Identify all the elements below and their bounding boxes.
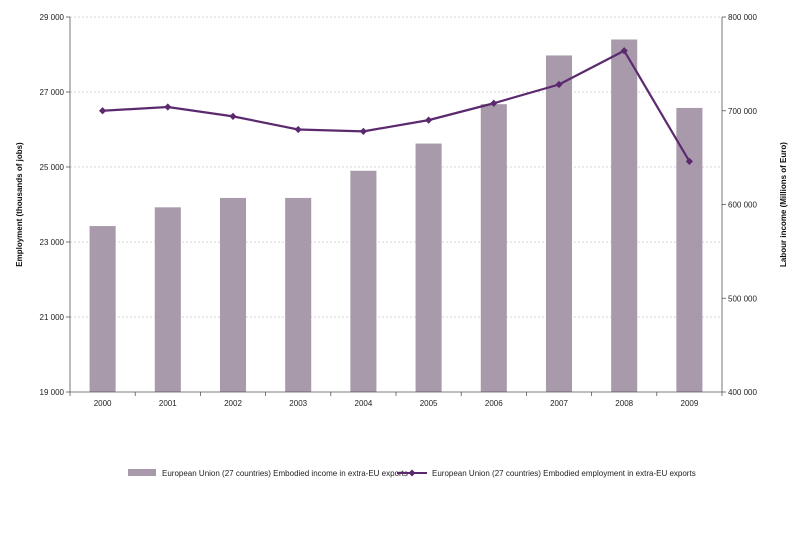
- bar-income-2008: [611, 39, 638, 392]
- legend-swatch-income: [128, 469, 156, 476]
- x-tick-label: 2002: [224, 399, 242, 408]
- x-tick-label: 2009: [681, 399, 699, 408]
- point-employment-2009: [685, 157, 693, 165]
- point-employment-2004: [359, 127, 367, 135]
- bar-layer: [89, 39, 703, 392]
- bar-income-2009: [676, 107, 703, 392]
- y-right-axis-title: Labour income (Millions of Euro): [779, 142, 788, 267]
- point-employment-2000: [99, 107, 107, 115]
- bar-income-2006: [480, 104, 507, 392]
- point-employment-2005: [425, 116, 433, 124]
- bar-income-2007: [545, 55, 573, 392]
- legend-marker-employment: [408, 469, 416, 477]
- bar-income-2005: [415, 143, 442, 392]
- bar-income-2002: [219, 197, 247, 392]
- x-tick-label: 2003: [289, 399, 307, 408]
- y-left-tick-label: 19 000: [40, 388, 65, 397]
- x-tick-label: 2005: [420, 399, 438, 408]
- point-employment-2003: [294, 125, 302, 134]
- line-layer: [99, 47, 693, 165]
- point-employment-2008: [620, 47, 628, 55]
- y-left-tick-label: 25 000: [40, 163, 65, 172]
- point-employment-2006: [490, 99, 498, 107]
- y-left-tick-label: 23 000: [40, 238, 65, 247]
- y-left-axis-title: Employment (thousands of jobs): [15, 142, 24, 267]
- point-employment-2007: [555, 80, 563, 89]
- x-tick-label: 2000: [94, 399, 112, 408]
- y-right-tick-label: 800 000: [728, 13, 757, 22]
- y-right-tick-label: 700 000: [728, 107, 757, 116]
- x-tick-label: 2008: [615, 399, 633, 408]
- legend-label-income: European Union (27 countries) Embodied i…: [162, 469, 408, 478]
- x-tick-label: 2001: [159, 399, 177, 408]
- point-employment-2002: [229, 112, 237, 120]
- axes-layer: 19 000 21 000 23 000 25 000 27 000 29 000 400 …: [15, 13, 788, 408]
- bar-income-2000: [89, 226, 116, 392]
- x-tick-label: 2007: [550, 399, 568, 408]
- y-left-tick-label: 21 000: [40, 313, 65, 322]
- bar-income-2004: [350, 170, 377, 392]
- legend-label-employment: European Union (27 countries) Embodied e…: [432, 469, 696, 478]
- x-tick-label: 2004: [355, 399, 373, 408]
- bar-income-2003: [285, 197, 312, 392]
- y-right-tick-label: 500 000: [728, 294, 757, 303]
- line-employment: [102, 49, 691, 162]
- y-right-tick-label: 600 000: [728, 201, 757, 210]
- legend: European Union (27 countries) Embodied i…: [128, 469, 696, 478]
- point-employment-2001: [164, 103, 172, 111]
- y-left-tick-label: 27 000: [40, 88, 65, 97]
- y-left-tick-label: 29 000: [40, 13, 65, 22]
- bar-income-2001: [154, 207, 181, 392]
- x-tick-label: 2006: [485, 399, 503, 408]
- y-right-tick-label: 400 000: [728, 388, 757, 397]
